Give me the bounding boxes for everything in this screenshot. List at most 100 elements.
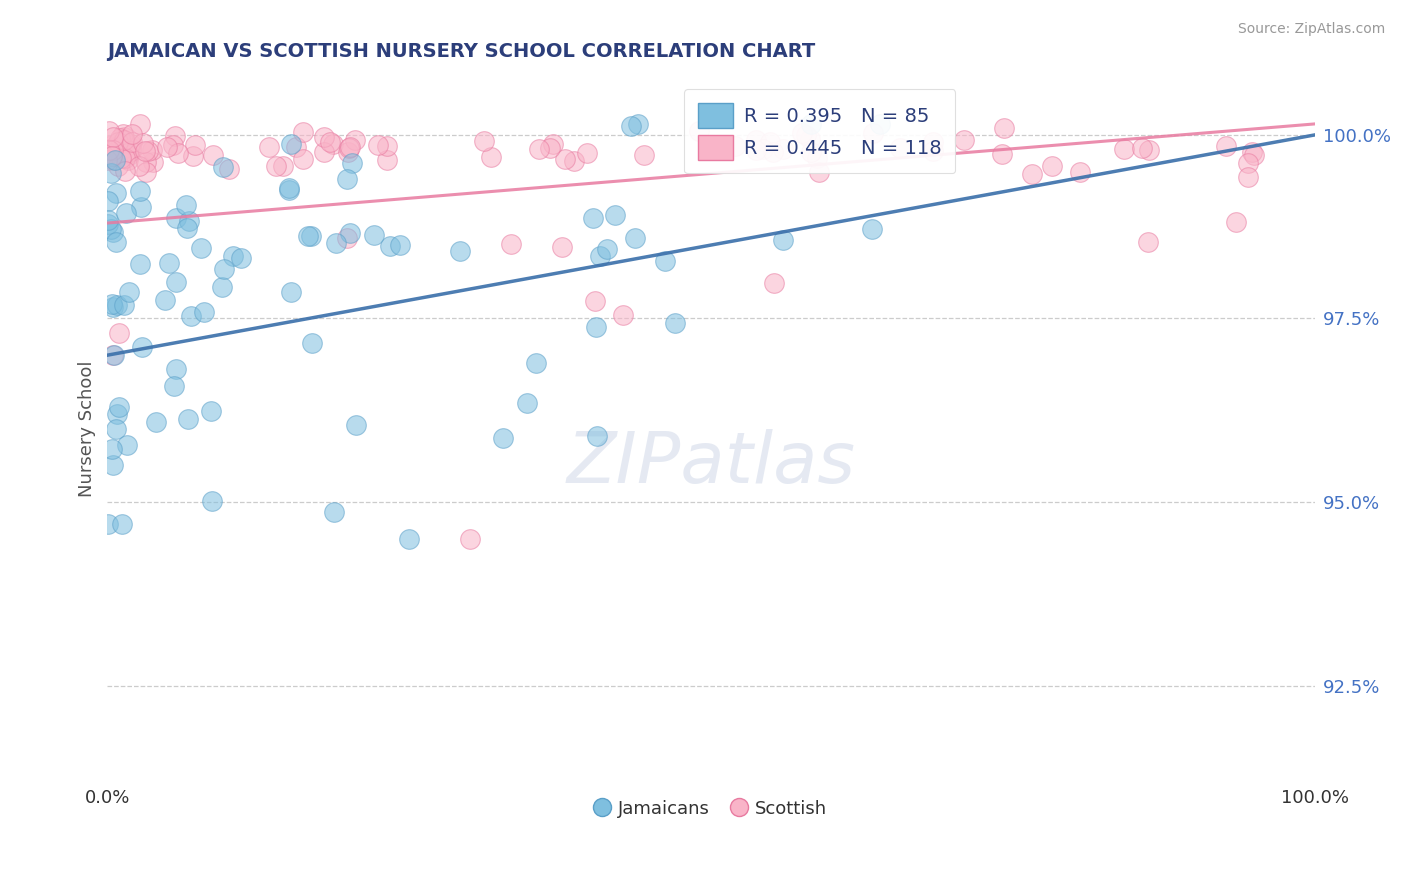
- Text: ZIPatlas: ZIPatlas: [567, 429, 855, 499]
- Point: [323, 505, 346, 519]
- Point: [312, 129, 335, 144]
- Point: [104, 186, 127, 201]
- Point: [1130, 141, 1153, 155]
- Point: [117, 145, 139, 160]
- Point: [1069, 165, 1091, 179]
- Point: [128, 159, 150, 173]
- Point: [156, 140, 179, 154]
- Point: [105, 298, 128, 312]
- Point: [111, 127, 134, 141]
- Point: [449, 244, 471, 259]
- Point: [120, 137, 142, 152]
- Point: [135, 165, 157, 179]
- Point: [159, 256, 181, 270]
- Point: [1243, 148, 1265, 162]
- Point: [117, 153, 139, 167]
- Point: [479, 151, 502, 165]
- Point: [322, 137, 344, 152]
- Point: [1225, 215, 1247, 229]
- Point: [807, 165, 830, 179]
- Point: [759, 135, 782, 149]
- Point: [1137, 235, 1160, 249]
- Point: [284, 140, 307, 154]
- Point: [541, 136, 564, 151]
- Point: [153, 293, 176, 307]
- Point: [162, 138, 184, 153]
- Point: [112, 298, 135, 312]
- Point: [664, 316, 686, 330]
- Point: [772, 142, 794, 156]
- Point: [214, 261, 236, 276]
- Point: [1241, 145, 1264, 159]
- Point: [117, 438, 139, 452]
- Point: [603, 208, 626, 222]
- Point: [862, 126, 884, 140]
- Point: [301, 336, 323, 351]
- Point: [165, 362, 187, 376]
- Point: [378, 239, 401, 253]
- Point: [375, 153, 398, 167]
- Point: [339, 140, 361, 154]
- Point: [724, 138, 747, 153]
- Text: Source: ZipAtlas.com: Source: ZipAtlas.com: [1237, 22, 1385, 37]
- Point: [582, 211, 605, 226]
- Point: [96, 153, 118, 167]
- Point: [336, 172, 359, 186]
- Point: [363, 227, 385, 242]
- Point: [595, 242, 617, 256]
- Point: [1237, 156, 1260, 170]
- Point: [562, 154, 585, 169]
- Point: [105, 421, 128, 435]
- Point: [100, 166, 122, 180]
- Point: [993, 121, 1015, 136]
- Point: [110, 151, 132, 165]
- Point: [389, 238, 412, 252]
- Point: [201, 148, 224, 162]
- Point: [104, 153, 127, 167]
- Point: [398, 532, 420, 546]
- Point: [277, 183, 299, 197]
- Point: [211, 279, 233, 293]
- Point: [134, 145, 156, 159]
- Point: [108, 326, 131, 340]
- Point: [921, 135, 943, 149]
- Point: [474, 134, 496, 148]
- Point: [201, 494, 224, 508]
- Point: [166, 211, 188, 225]
- Point: [98, 145, 121, 160]
- Point: [952, 133, 974, 147]
- Point: [623, 231, 645, 245]
- Point: [291, 125, 314, 139]
- Point: [145, 415, 167, 429]
- Point: [101, 141, 124, 155]
- Point: [654, 253, 676, 268]
- Point: [177, 412, 200, 426]
- Point: [806, 151, 828, 165]
- Point: [101, 153, 124, 168]
- Point: [280, 285, 302, 299]
- Point: [280, 137, 302, 152]
- Point: [343, 133, 366, 147]
- Point: [114, 151, 136, 165]
- Point: [1215, 138, 1237, 153]
- Point: [200, 403, 222, 417]
- Point: [212, 160, 235, 174]
- Point: [103, 300, 125, 314]
- Point: [111, 142, 134, 156]
- Point: [264, 159, 287, 173]
- Point: [101, 442, 124, 456]
- Point: [107, 135, 129, 149]
- Point: [278, 180, 301, 194]
- Point: [271, 159, 294, 173]
- Point: [585, 319, 607, 334]
- Point: [98, 138, 121, 153]
- Point: [190, 241, 212, 255]
- Point: [129, 117, 152, 131]
- Point: [1021, 168, 1043, 182]
- Point: [312, 145, 335, 159]
- Point: [796, 128, 818, 142]
- Point: [869, 117, 891, 131]
- Point: [131, 340, 153, 354]
- Point: [111, 516, 134, 531]
- Point: [118, 148, 141, 162]
